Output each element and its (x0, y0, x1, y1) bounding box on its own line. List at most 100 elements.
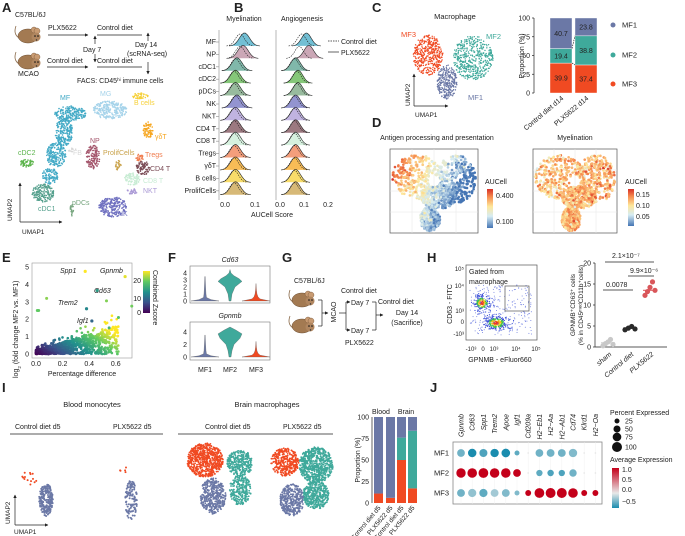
cell-point (431, 185, 435, 189)
cell-point (48, 146, 51, 149)
cell-point (43, 170, 45, 172)
cell-point (464, 70, 466, 73)
cell-point (97, 154, 100, 157)
cell-point (402, 163, 405, 166)
cell-point (62, 136, 65, 138)
density-fill (227, 45, 259, 59)
cell-point (98, 158, 101, 161)
cell-point (460, 70, 463, 73)
cell-point (460, 63, 462, 65)
cell-point (101, 200, 103, 203)
cell-point (464, 39, 466, 41)
cell-point (63, 123, 65, 125)
cell-point (445, 82, 447, 84)
cell-point (96, 158, 99, 160)
cell-point (132, 95, 134, 98)
cell-point (462, 160, 466, 164)
cell-point (101, 109, 104, 112)
cell-point (116, 196, 118, 199)
cell-point (46, 159, 49, 162)
cell-point (480, 57, 483, 60)
cell-point (604, 159, 608, 163)
cell-point (465, 43, 468, 45)
cell-point (418, 44, 421, 47)
cell-point (473, 171, 477, 174)
cell-point (442, 76, 444, 79)
cell-point (430, 208, 433, 212)
cell-point (430, 73, 432, 76)
cell-point (477, 74, 479, 77)
cell-point (464, 60, 467, 62)
cell-point (43, 192, 45, 195)
cell-point (475, 57, 477, 60)
cell-point (477, 68, 479, 70)
cell-point (44, 174, 47, 177)
cell-point (98, 105, 101, 107)
cell-point (408, 171, 412, 175)
cell-point (115, 206, 118, 208)
cell-point (407, 176, 410, 180)
cell-point (54, 151, 57, 154)
cell-point (57, 135, 60, 138)
cluster-label: CD4 T (150, 166, 171, 173)
text-label: 0.1 (299, 202, 309, 209)
cell-point (37, 193, 40, 196)
cell-point (465, 70, 467, 72)
cell-point (114, 211, 116, 214)
density-fill (281, 169, 310, 183)
cell-point (61, 140, 63, 142)
cell-point (44, 196, 47, 199)
cell-point (452, 71, 454, 74)
cell-point (145, 172, 148, 175)
cell-point (420, 55, 422, 57)
cell-point (474, 70, 476, 73)
cell-point (469, 68, 471, 71)
cell-point (49, 182, 52, 184)
cell-point (463, 76, 465, 78)
cell-point (427, 61, 429, 63)
cell-point (446, 203, 449, 207)
cell-point (49, 193, 52, 195)
cell-point (439, 46, 441, 48)
cell-point (420, 61, 423, 64)
cell-point (429, 56, 432, 59)
cell-point (34, 186, 37, 189)
cell-point (117, 108, 119, 111)
cell-point (474, 78, 477, 81)
cell-point (75, 112, 77, 115)
cell-point (146, 169, 148, 171)
cell-point (84, 114, 87, 117)
cell-point (61, 151, 64, 153)
cell-point (412, 53, 415, 55)
cell-point (456, 57, 459, 59)
cell-point (468, 52, 470, 55)
cell-point (125, 174, 128, 176)
cell-point (454, 176, 457, 179)
cell-point (422, 61, 424, 63)
cell-point (447, 86, 450, 88)
cell-point (457, 189, 461, 192)
cell-point (44, 198, 47, 201)
cell-point (471, 43, 473, 46)
bar-value: 19.4 (554, 53, 568, 60)
cell-point (69, 113, 72, 116)
text-label: PLX5622 (48, 25, 77, 32)
cell-point (406, 181, 410, 185)
cell-point (433, 62, 436, 65)
cell-point (428, 56, 430, 59)
cell-point (60, 153, 63, 156)
cell-point (68, 105, 71, 108)
cell-point (431, 68, 434, 71)
cell-point (432, 201, 436, 204)
cell-point (473, 45, 475, 48)
cell-point (428, 74, 430, 76)
cell-point (142, 166, 145, 169)
cell-point (75, 114, 78, 116)
cell-point (60, 112, 62, 115)
antigen-umap (389, 148, 479, 234)
cell-point (412, 185, 415, 189)
cell-point (434, 67, 436, 70)
cell-point (22, 161, 25, 164)
cell-point (60, 108, 63, 111)
cell-point (551, 164, 555, 167)
